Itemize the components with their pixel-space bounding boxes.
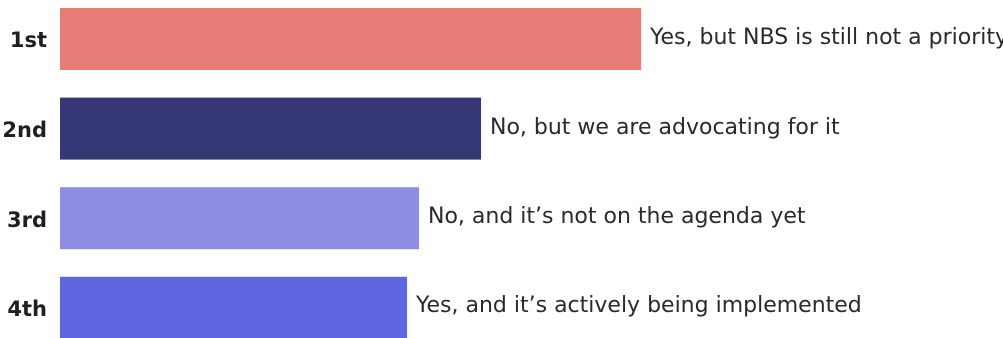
rank-label-2nd: 2nd [2,118,47,142]
rank-labels: 1st 2nd 3rd 4th [2,28,47,321]
bar-label-2nd: No, but we are advocating for it [490,115,840,140]
bar-label-4th: Yes, and it’s actively being implemented [415,293,862,318]
bar-4th [60,276,407,338]
rank-label-4th: 4th [7,297,47,321]
bar-labels: Yes, but NBS is still not a priority No,… [415,25,1003,318]
bars [60,8,641,338]
bar-1st [60,8,641,70]
rank-label-3rd: 3rd [7,208,47,232]
rank-label-1st: 1st [10,28,47,52]
bar-3rd [60,187,419,250]
bar-label-1st: Yes, but NBS is still not a priority [649,25,1003,50]
bar-2nd [60,97,481,160]
bar-label-3rd: No, and it’s not on the agenda yet [428,204,806,229]
